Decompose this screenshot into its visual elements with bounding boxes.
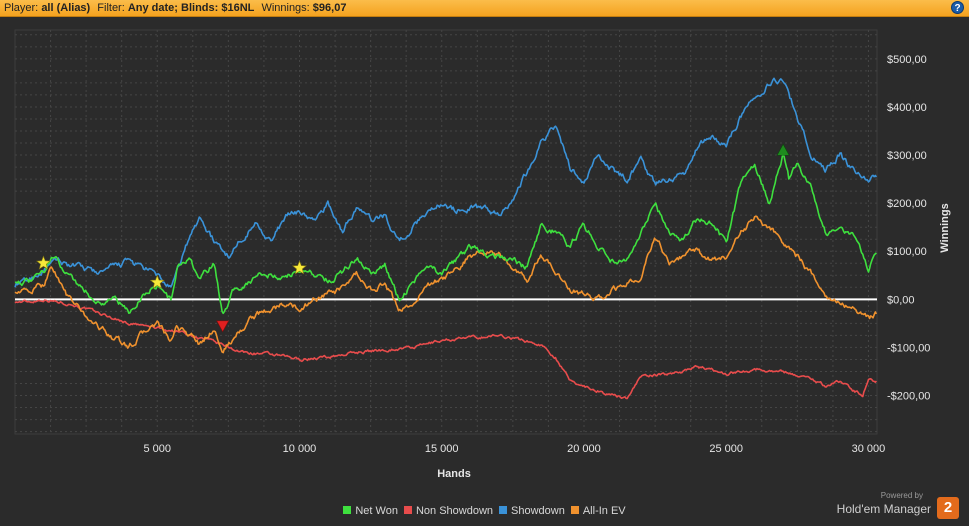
legend-label: Showdown: [511, 505, 565, 517]
legend-item[interactable]: Net Won: [343, 505, 398, 517]
x-tick-label: 15 000: [425, 443, 459, 455]
x-tick-label: 10 000: [283, 443, 317, 455]
x-tick-label: 20 000: [567, 443, 601, 455]
chart-series: [14, 77, 878, 400]
legend-swatch: [403, 506, 412, 514]
star-marker: [149, 274, 165, 289]
legend-swatch: [343, 506, 352, 514]
y-tick-label: -$100,00: [887, 342, 930, 354]
legend-label: Non Showdown: [415, 505, 494, 517]
brand-logo: 2: [937, 497, 959, 519]
player-value: all (Alias): [41, 2, 91, 14]
y-tick-label: $300,00: [887, 150, 927, 162]
y-tick-label: $400,00: [887, 102, 927, 114]
chart-labels: 5 000 10 000 15 000 20 000 25 000 30 000 -$200…: [143, 54, 951, 480]
winnings-label: Winnings:: [261, 2, 310, 14]
help-button[interactable]: ?: [951, 1, 964, 14]
player-label: Player:: [4, 2, 39, 14]
x-tick-label: 5 000: [143, 443, 171, 455]
series-line-all-in-ev: [14, 215, 878, 354]
chart-legend: Net Won Non Showdown Showdown All-In EV: [0, 505, 969, 517]
legend-item[interactable]: Non Showdown: [403, 505, 494, 517]
chart-grid: [14, 29, 878, 435]
x-tick-label: 30 000: [852, 443, 886, 455]
y-tick-label: $200,00: [887, 198, 927, 210]
star-marker: [36, 255, 51, 270]
x-tick-label: 25 000: [709, 443, 743, 455]
series-line-net-won: [14, 151, 877, 315]
legend-item[interactable]: Showdown: [499, 505, 565, 517]
legend-swatch: [570, 506, 579, 514]
y-tick-label: $0,00: [887, 294, 915, 306]
legend-item[interactable]: All-In EV: [570, 505, 626, 517]
hem-branding: Powered by Hold'em Manager 2: [823, 491, 963, 520]
legend-label: Net Won: [355, 505, 398, 517]
winnings-value: $96,07: [312, 2, 347, 14]
y-tick-label: $500,00: [887, 54, 927, 66]
star-marker: [292, 260, 307, 275]
report-header-bar: Player: all (Alias) Filter: Any date; Bl…: [0, 0, 969, 17]
legend-swatch: [499, 506, 508, 514]
plot-area: [14, 29, 878, 435]
brand-name: Hold'em Manager: [836, 502, 931, 516]
legend-label: All-In EV: [582, 505, 626, 517]
x-axis-title: Hands: [437, 468, 471, 480]
chart-markers: [36, 143, 790, 333]
series-line-showdown: [14, 77, 878, 288]
filter-label: Filter:: [97, 2, 125, 14]
min-marker: [216, 320, 230, 333]
y-tick-label: -$200,00: [887, 391, 930, 403]
powered-by-text: Powered by: [880, 491, 923, 500]
winnings-chart: 5 000 10 000 15 000 20 000 25 000 30 000 -$200…: [14, 29, 951, 480]
filter-value: Any date; Blinds: $16NL: [127, 2, 255, 14]
max-marker: [776, 143, 790, 156]
series-line-non-showdown: [14, 299, 877, 400]
y-axis-title: Winnings: [939, 203, 951, 252]
y-tick-label: $100,00: [887, 246, 927, 258]
